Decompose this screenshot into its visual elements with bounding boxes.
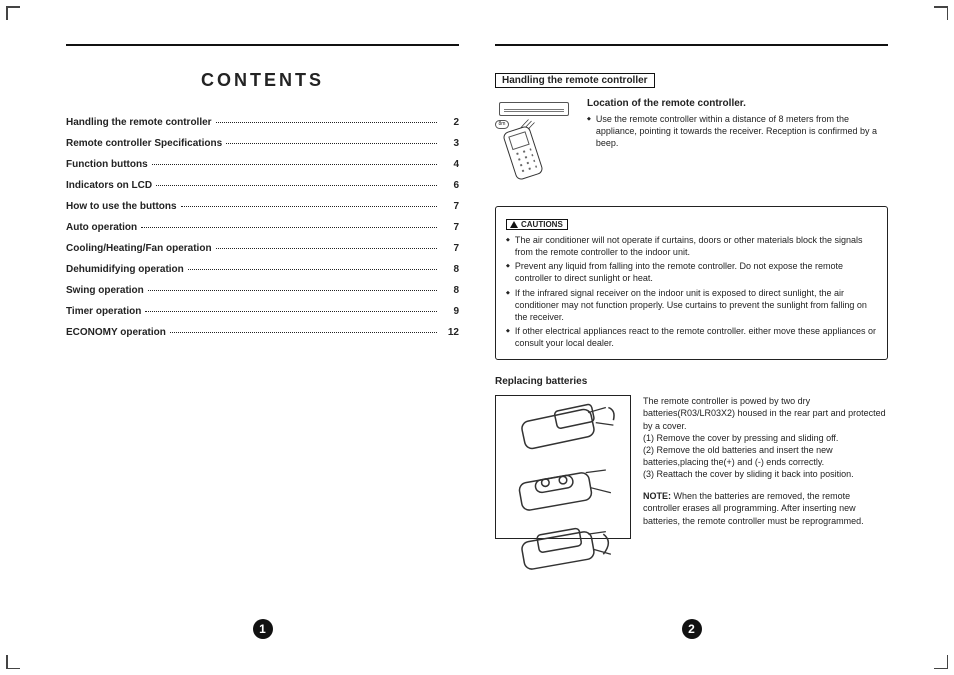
toc-label: How to use the buttons bbox=[66, 201, 177, 212]
page-right: Handling the remote controller 8m Locati… bbox=[495, 44, 888, 635]
toc-page: 7 bbox=[441, 243, 459, 254]
section-title-box: Handling the remote controller bbox=[495, 73, 655, 88]
toc-page: 7 bbox=[441, 222, 459, 233]
toc-row: Timer operation 9 bbox=[66, 306, 459, 317]
remote-pointing-illustration: 8m bbox=[495, 98, 575, 178]
toc-label: Dehumidifying operation bbox=[66, 264, 184, 275]
toc-page: 6 bbox=[441, 180, 459, 191]
toc-dots bbox=[216, 122, 437, 123]
toc-page: 8 bbox=[441, 285, 459, 296]
contents-title: CONTENTS bbox=[66, 70, 459, 91]
replacing-steps: (1) Remove the cover by pressing and sli… bbox=[643, 432, 888, 481]
table-of-contents: Handling the remote controller 2 Remote c… bbox=[66, 117, 459, 338]
page-number-left: 1 bbox=[66, 619, 459, 639]
replacing-heading: Replacing batteries bbox=[495, 376, 888, 387]
page-left: CONTENTS Handling the remote controller … bbox=[66, 44, 459, 635]
caution-item: The air conditioner will not operate if … bbox=[506, 234, 877, 258]
toc-label: Swing operation bbox=[66, 285, 144, 296]
caution-item: Prevent any liquid from falling into the… bbox=[506, 260, 877, 284]
toc-page: 3 bbox=[441, 138, 459, 149]
replacing-step: (2) Remove the old batteries and insert … bbox=[643, 444, 888, 468]
toc-page: 8 bbox=[441, 264, 459, 275]
toc-label: Function buttons bbox=[66, 159, 148, 170]
toc-row: ECONOMY operation 12 bbox=[66, 327, 459, 338]
toc-label: ECONOMY operation bbox=[66, 327, 166, 338]
crop-mark-tl bbox=[6, 6, 24, 24]
cautions-list: The air conditioner will not operate if … bbox=[506, 234, 877, 349]
toc-dots bbox=[216, 248, 437, 249]
toc-label: Cooling/Heating/Fan operation bbox=[66, 243, 212, 254]
toc-dots bbox=[152, 164, 437, 165]
crop-mark-bl bbox=[6, 651, 24, 669]
toc-page: 7 bbox=[441, 201, 459, 212]
toc-dots bbox=[148, 290, 437, 291]
toc-label: Timer operation bbox=[66, 306, 141, 317]
page-number-right: 2 bbox=[495, 619, 888, 639]
location-heading: Location of the remote controller. bbox=[587, 98, 888, 109]
toc-dots bbox=[156, 185, 437, 186]
toc-row: Handling the remote controller 2 bbox=[66, 117, 459, 128]
toc-row: Auto operation 7 bbox=[66, 222, 459, 233]
toc-dots bbox=[226, 143, 437, 144]
replacing-step: (1) Remove the cover by pressing and sli… bbox=[643, 432, 888, 444]
toc-label: Auto operation bbox=[66, 222, 137, 233]
toc-dots bbox=[181, 206, 437, 207]
caution-item: If other electrical appliances react to … bbox=[506, 325, 877, 349]
replacing-illustration bbox=[495, 395, 631, 539]
toc-dots bbox=[188, 269, 437, 270]
toc-page: 12 bbox=[441, 327, 459, 338]
toc-dots bbox=[170, 332, 437, 333]
toc-row: Dehumidifying operation 8 bbox=[66, 264, 459, 275]
toc-row: Cooling/Heating/Fan operation 7 bbox=[66, 243, 459, 254]
toc-row: How to use the buttons 7 bbox=[66, 201, 459, 212]
crop-mark-tr bbox=[930, 6, 948, 24]
toc-label: Handling the remote controller bbox=[66, 117, 212, 128]
toc-row: Remote controller Specifications 3 bbox=[66, 138, 459, 149]
replacing-section: Replacing batteries bbox=[495, 376, 888, 539]
toc-dots bbox=[141, 227, 437, 228]
replacing-step: (3) Reattach the cover by sliding it bac… bbox=[643, 468, 888, 480]
toc-label: Indicators on LCD bbox=[66, 180, 152, 191]
location-row: 8m Location of the remote controller. Us… bbox=[495, 98, 888, 178]
cautions-label: CAUTIONS bbox=[506, 219, 568, 230]
toc-page: 4 bbox=[441, 159, 459, 170]
toc-page: 2 bbox=[441, 117, 459, 128]
toc-label: Remote controller Specifications bbox=[66, 138, 222, 149]
toc-row: Indicators on LCD 6 bbox=[66, 180, 459, 191]
toc-dots bbox=[145, 311, 437, 312]
toc-row: Function buttons 4 bbox=[66, 159, 459, 170]
replacing-note: NOTE: When the batteries are removed, th… bbox=[643, 490, 888, 526]
toc-row: Swing operation 8 bbox=[66, 285, 459, 296]
page-spread: CONTENTS Handling the remote controller … bbox=[66, 44, 888, 635]
caution-item: If the infrared signal receiver on the i… bbox=[506, 287, 877, 323]
crop-mark-br bbox=[930, 651, 948, 669]
location-bullet: Use the remote controller within a dista… bbox=[587, 113, 888, 149]
replacing-intro: The remote controller is powed by two dr… bbox=[643, 395, 888, 431]
cautions-box: CAUTIONS The air conditioner will not op… bbox=[495, 206, 888, 360]
toc-page: 9 bbox=[441, 306, 459, 317]
